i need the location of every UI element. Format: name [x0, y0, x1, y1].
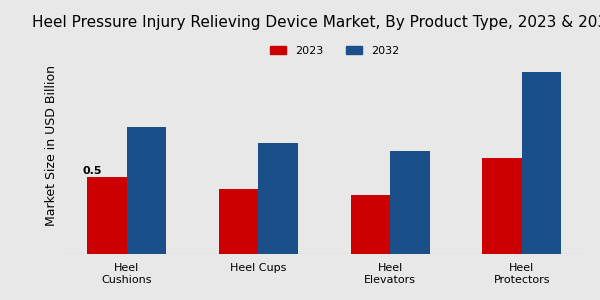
Title: Heel Pressure Injury Relieving Device Market, By Product Type, 2023 & 2032: Heel Pressure Injury Relieving Device Ma… — [32, 15, 600, 30]
Bar — [259, 143, 298, 254]
Text: 0.5: 0.5 — [82, 166, 101, 176]
Bar — [127, 128, 166, 254]
Bar — [87, 177, 127, 254]
Bar — [522, 72, 561, 254]
Y-axis label: Market Size in USD Billion: Market Size in USD Billion — [45, 65, 58, 227]
Bar — [482, 158, 522, 254]
Legend: 2023, 2032: 2023, 2032 — [265, 41, 404, 61]
Bar — [350, 195, 390, 254]
Bar — [219, 189, 259, 254]
Bar — [390, 151, 430, 254]
